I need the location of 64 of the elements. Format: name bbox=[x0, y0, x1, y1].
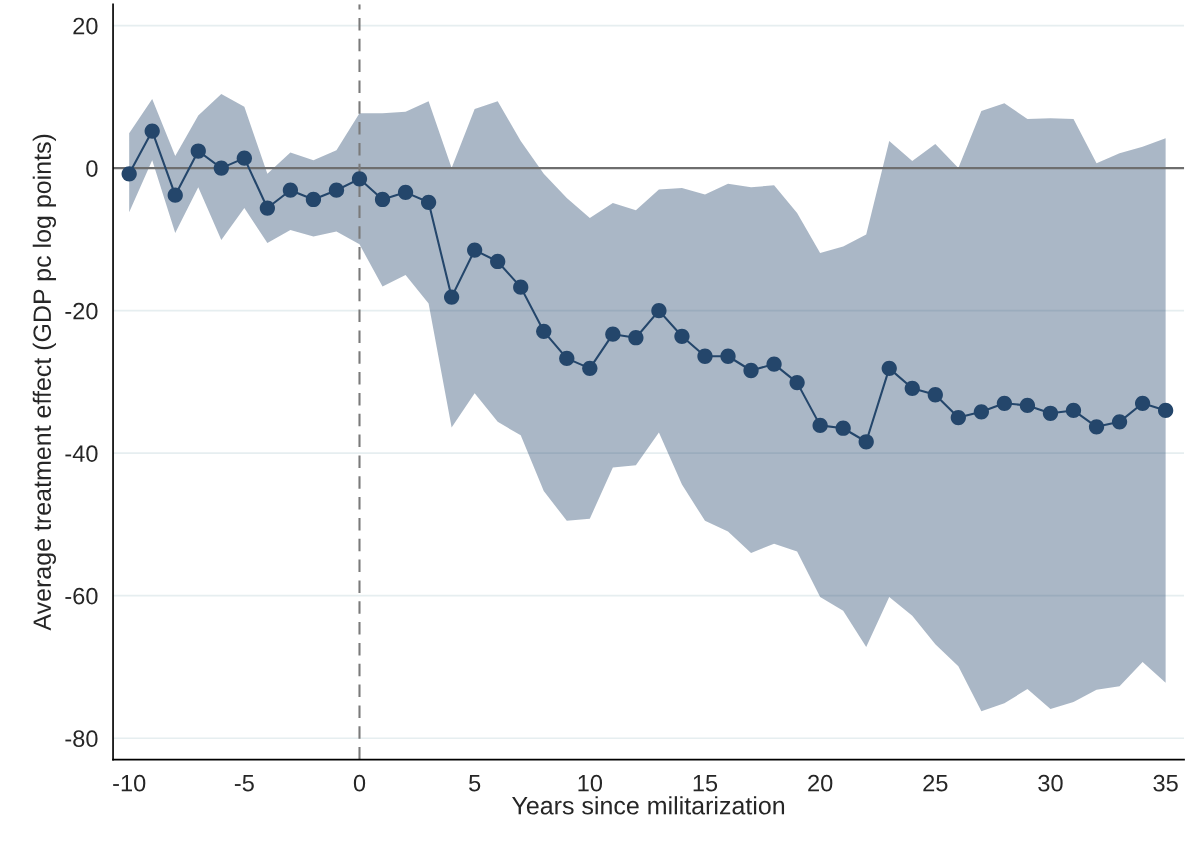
x-tick-label: -10 bbox=[113, 774, 146, 792]
y-tick-label: -60 bbox=[65, 587, 98, 605]
point bbox=[490, 253, 506, 270]
point bbox=[1111, 414, 1128, 430]
point bbox=[697, 348, 713, 364]
point bbox=[305, 191, 322, 208]
point bbox=[144, 123, 160, 139]
point bbox=[351, 171, 368, 187]
point bbox=[812, 417, 828, 434]
point bbox=[904, 380, 920, 396]
x-tick-label: -5 bbox=[234, 775, 254, 792]
x-tick-label: 30 bbox=[1038, 774, 1063, 792]
point bbox=[1042, 405, 1059, 421]
y-tick-label: -40 bbox=[65, 445, 98, 462]
point bbox=[167, 187, 183, 203]
point bbox=[973, 404, 990, 420]
point bbox=[1065, 402, 1082, 419]
x-tick-label: 25 bbox=[923, 774, 948, 792]
x-axis-title: Years since militarization bbox=[512, 796, 785, 815]
point bbox=[1019, 397, 1036, 414]
point bbox=[443, 289, 460, 305]
point bbox=[259, 200, 276, 216]
point bbox=[420, 194, 437, 210]
point bbox=[927, 387, 943, 403]
x-tick-label: 0 bbox=[353, 774, 366, 792]
y-axis-title: Average treatment effect (GDP pc log points) bbox=[32, 134, 57, 631]
x-tick-label: 20 bbox=[808, 774, 833, 792]
point bbox=[996, 395, 1013, 411]
point bbox=[628, 330, 644, 346]
x-tick-label: 10 bbox=[578, 774, 603, 792]
point bbox=[605, 326, 621, 342]
point bbox=[236, 150, 252, 166]
point bbox=[766, 356, 782, 372]
point bbox=[536, 323, 552, 339]
point bbox=[397, 184, 414, 200]
x-tick-label: 5 bbox=[469, 775, 481, 792]
point bbox=[190, 143, 206, 159]
point bbox=[881, 360, 897, 377]
y-tick-label: 20 bbox=[73, 17, 98, 35]
y-tick-label: 0 bbox=[86, 160, 98, 177]
point bbox=[950, 409, 966, 426]
y-tick-label: -20 bbox=[65, 302, 98, 320]
y-tick-label: -80 bbox=[65, 730, 98, 748]
point bbox=[374, 191, 391, 208]
point bbox=[1134, 395, 1151, 411]
point bbox=[651, 303, 667, 319]
point bbox=[743, 362, 759, 379]
point bbox=[213, 160, 229, 176]
x-tick-label: 35 bbox=[1153, 774, 1178, 792]
point bbox=[559, 350, 575, 367]
point bbox=[789, 374, 805, 391]
point bbox=[582, 360, 598, 377]
x-tick-label: 15 bbox=[693, 775, 718, 792]
point bbox=[720, 348, 736, 364]
point bbox=[467, 242, 483, 258]
point bbox=[282, 182, 299, 198]
point bbox=[513, 279, 529, 295]
point bbox=[328, 182, 345, 198]
point bbox=[121, 166, 137, 182]
point bbox=[1088, 419, 1105, 435]
point bbox=[674, 328, 690, 344]
point bbox=[1157, 402, 1174, 419]
point bbox=[858, 434, 874, 450]
point bbox=[835, 420, 851, 436]
